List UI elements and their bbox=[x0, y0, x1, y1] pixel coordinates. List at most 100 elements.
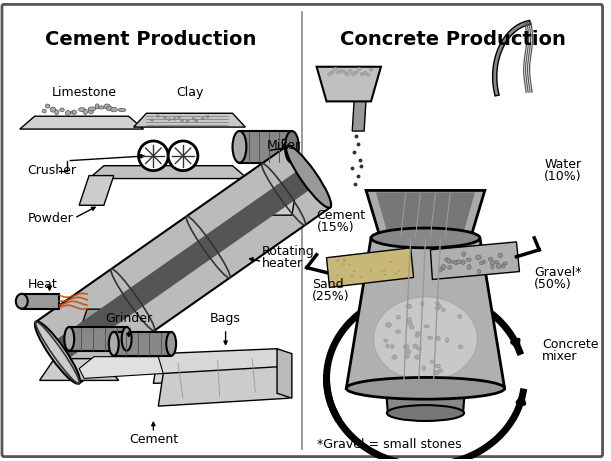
Ellipse shape bbox=[164, 116, 166, 118]
Ellipse shape bbox=[345, 72, 349, 76]
Polygon shape bbox=[134, 113, 246, 127]
Ellipse shape bbox=[498, 253, 503, 258]
Ellipse shape bbox=[350, 275, 353, 277]
Ellipse shape bbox=[195, 120, 198, 122]
Ellipse shape bbox=[346, 378, 505, 399]
Ellipse shape bbox=[437, 305, 442, 308]
Ellipse shape bbox=[479, 262, 483, 265]
Ellipse shape bbox=[389, 261, 392, 263]
Ellipse shape bbox=[404, 355, 409, 358]
Ellipse shape bbox=[167, 118, 170, 121]
Ellipse shape bbox=[428, 336, 433, 339]
Ellipse shape bbox=[436, 301, 439, 305]
Ellipse shape bbox=[442, 308, 445, 312]
Text: (15%): (15%) bbox=[316, 221, 354, 234]
Ellipse shape bbox=[424, 325, 429, 328]
Ellipse shape bbox=[201, 118, 204, 120]
Ellipse shape bbox=[482, 260, 486, 264]
Ellipse shape bbox=[370, 270, 373, 272]
Ellipse shape bbox=[436, 337, 441, 340]
Ellipse shape bbox=[335, 260, 338, 262]
Text: Heat: Heat bbox=[27, 278, 57, 291]
Ellipse shape bbox=[360, 276, 363, 278]
Ellipse shape bbox=[445, 258, 448, 261]
Ellipse shape bbox=[104, 104, 111, 109]
Polygon shape bbox=[277, 349, 292, 398]
Polygon shape bbox=[366, 190, 485, 240]
Ellipse shape bbox=[339, 69, 343, 72]
Ellipse shape bbox=[458, 314, 462, 319]
Text: heater: heater bbox=[262, 257, 303, 270]
Ellipse shape bbox=[441, 266, 445, 271]
Text: Crusher: Crusher bbox=[27, 164, 77, 177]
Ellipse shape bbox=[406, 321, 412, 325]
Ellipse shape bbox=[334, 67, 337, 70]
Ellipse shape bbox=[150, 119, 153, 121]
Ellipse shape bbox=[416, 331, 420, 335]
Ellipse shape bbox=[95, 104, 99, 109]
Ellipse shape bbox=[390, 345, 394, 349]
Ellipse shape bbox=[393, 355, 397, 359]
Text: Bags: Bags bbox=[210, 312, 241, 325]
Polygon shape bbox=[69, 327, 126, 351]
Text: (25%): (25%) bbox=[312, 290, 349, 303]
Text: Powder: Powder bbox=[27, 212, 73, 225]
Ellipse shape bbox=[118, 108, 126, 112]
Ellipse shape bbox=[342, 71, 346, 73]
Ellipse shape bbox=[348, 69, 352, 72]
Ellipse shape bbox=[286, 146, 331, 208]
Polygon shape bbox=[279, 169, 297, 190]
Ellipse shape bbox=[337, 259, 340, 261]
Ellipse shape bbox=[477, 270, 481, 273]
Ellipse shape bbox=[166, 332, 176, 356]
Text: (50%): (50%) bbox=[534, 278, 572, 291]
Text: mixer: mixer bbox=[542, 349, 578, 363]
Ellipse shape bbox=[60, 108, 64, 112]
Ellipse shape bbox=[336, 275, 339, 277]
Text: Clay: Clay bbox=[177, 86, 203, 100]
Polygon shape bbox=[51, 167, 315, 362]
Ellipse shape bbox=[491, 265, 494, 269]
Ellipse shape bbox=[384, 274, 387, 276]
Ellipse shape bbox=[327, 73, 331, 76]
Polygon shape bbox=[158, 366, 289, 406]
Ellipse shape bbox=[422, 366, 425, 371]
Ellipse shape bbox=[353, 270, 356, 272]
Ellipse shape bbox=[456, 260, 461, 264]
Polygon shape bbox=[79, 176, 114, 205]
Polygon shape bbox=[346, 238, 505, 388]
Ellipse shape bbox=[435, 364, 441, 368]
Ellipse shape bbox=[357, 67, 361, 71]
Text: Limestone: Limestone bbox=[51, 86, 117, 100]
Ellipse shape bbox=[387, 405, 464, 421]
Ellipse shape bbox=[415, 333, 419, 337]
Ellipse shape bbox=[397, 270, 400, 272]
Polygon shape bbox=[282, 139, 297, 176]
Ellipse shape bbox=[384, 339, 388, 342]
Ellipse shape bbox=[89, 109, 93, 114]
Polygon shape bbox=[326, 248, 414, 287]
Ellipse shape bbox=[373, 297, 477, 381]
Ellipse shape bbox=[83, 109, 87, 114]
Ellipse shape bbox=[344, 260, 346, 262]
Polygon shape bbox=[376, 192, 475, 238]
Ellipse shape bbox=[409, 325, 414, 329]
Ellipse shape bbox=[98, 106, 104, 109]
Ellipse shape bbox=[54, 110, 59, 115]
Polygon shape bbox=[316, 67, 381, 101]
Ellipse shape bbox=[381, 270, 384, 272]
Ellipse shape bbox=[462, 252, 466, 256]
Ellipse shape bbox=[496, 264, 502, 268]
Ellipse shape bbox=[351, 73, 355, 76]
Ellipse shape bbox=[383, 270, 386, 272]
Ellipse shape bbox=[16, 294, 27, 309]
Ellipse shape bbox=[397, 270, 400, 272]
Text: Mixer: Mixer bbox=[267, 139, 301, 152]
Ellipse shape bbox=[366, 73, 370, 76]
Text: Concrete: Concrete bbox=[542, 338, 599, 351]
Ellipse shape bbox=[35, 321, 80, 384]
Text: (10%): (10%) bbox=[544, 170, 582, 183]
Ellipse shape bbox=[407, 318, 411, 321]
Text: Rotating: Rotating bbox=[262, 245, 315, 258]
Ellipse shape bbox=[449, 260, 455, 263]
